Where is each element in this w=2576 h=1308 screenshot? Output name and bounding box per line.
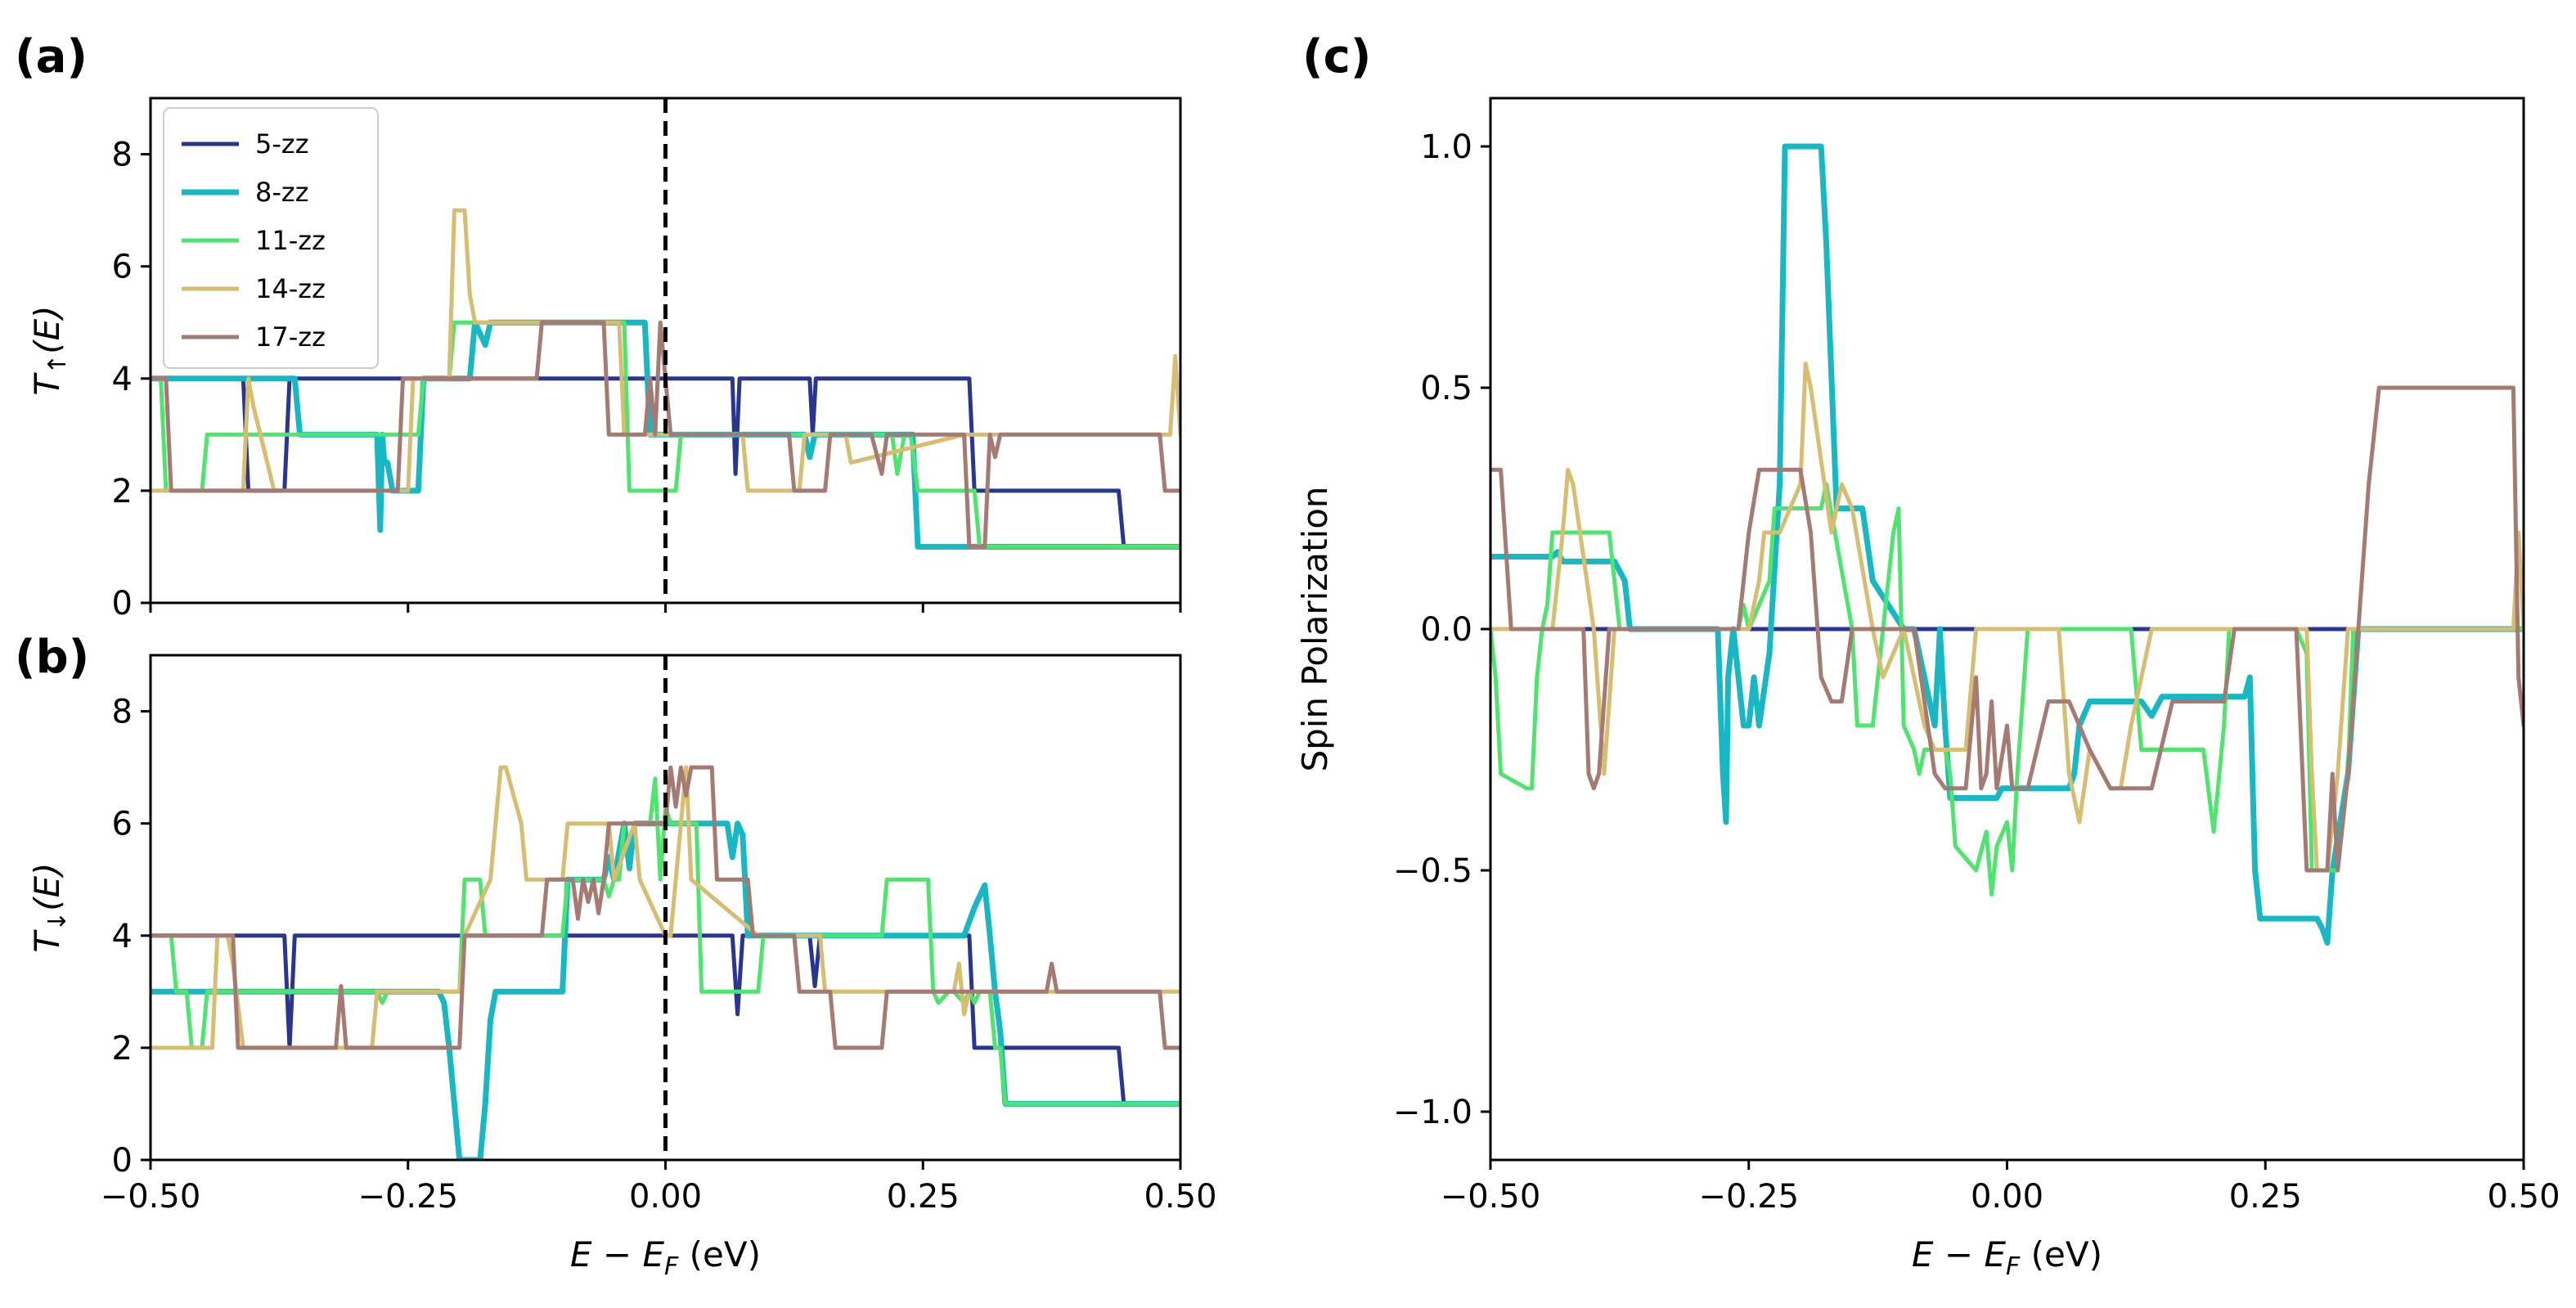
y-tick-label: −1.0 — [1393, 1094, 1472, 1131]
x-tick-label: −0.50 — [1441, 1178, 1541, 1216]
x-tick-label: −0.25 — [357, 1178, 458, 1216]
series-line-17-zz — [151, 320, 1180, 549]
series-line-5-zz — [151, 376, 1180, 549]
y-tick-label: 4 — [112, 918, 133, 955]
x-tick-label: −0.50 — [101, 1178, 201, 1216]
y-tick-label: 8 — [112, 137, 133, 174]
x-tick-label: 0.00 — [1971, 1178, 2043, 1216]
x-tick-label: −0.25 — [1698, 1178, 1799, 1216]
series-line-17-zz — [1490, 385, 2524, 873]
panel-label: (c) — [1302, 30, 1371, 83]
series-line-17-zz — [151, 765, 1180, 1050]
plot-area — [151, 208, 1180, 550]
plot-area — [1490, 143, 2524, 946]
y-axis-label: Spin Polarization — [1295, 486, 1335, 771]
legend-label-8-zz: 8-zz — [255, 177, 309, 208]
x-axis-label: E − EF (eV) — [570, 1234, 761, 1281]
panel-b: (b) −0.50 −0.25 0.00 0.25 0.50 0 2 4 6 8 E − EF (eV… — [15, 631, 1217, 1281]
y-tick-label: 8 — [112, 694, 133, 731]
panel-label: (b) — [15, 631, 89, 684]
y-tick-label: 0 — [112, 1142, 133, 1180]
y-tick-label: 6 — [112, 806, 133, 843]
y-tick-label: 2 — [112, 473, 133, 510]
x-tick-label: 0.50 — [2487, 1178, 2560, 1216]
panel-c: (c) −0.50 −0.25 0.00 0.25 0.50 −1.0 −0.5 0.0 0.5 1… — [1295, 30, 2560, 1281]
y-axis-label: T↑(E) — [27, 305, 72, 395]
y-tick-label: −0.5 — [1393, 852, 1472, 890]
series-line-14-zz — [151, 208, 1180, 493]
series-line-11-zz — [1490, 482, 2524, 897]
y-tick-label: 0.0 — [1420, 611, 1472, 649]
y-tick-label: 0.5 — [1420, 370, 1472, 407]
legend-box — [163, 107, 379, 369]
y-tick-label: 6 — [112, 249, 133, 286]
x-tick-label: 0.25 — [887, 1178, 960, 1216]
legend-label-17-zz: 17-zz — [255, 321, 326, 353]
panel-label: (a) — [15, 30, 88, 83]
y-tick-label: 4 — [112, 361, 133, 398]
legend-label-11-zz: 11-zz — [255, 225, 326, 256]
panel-a: (a) 0 2 4 6 8 T↑(E) 5-zz 8-zz 11-zz 14-zz 17-zz — [15, 30, 1182, 623]
x-tick-label: 0.50 — [1144, 1178, 1216, 1216]
y-axis-label: T↓(E) — [27, 862, 72, 952]
y-tick-label: 2 — [112, 1030, 133, 1068]
legend-label-5-zz: 5-zz — [255, 128, 309, 160]
legend: 5-zz 8-zz 11-zz 14-zz 17-zz — [163, 107, 379, 369]
y-tick-label: 1.0 — [1420, 128, 1472, 166]
legend-label-14-zz: 14-zz — [255, 273, 326, 304]
x-tick-label: 0.25 — [2229, 1178, 2302, 1216]
x-tick-label: 0.00 — [629, 1178, 702, 1216]
series-line-14-zz — [1490, 362, 2524, 873]
series-line-8-zz — [151, 820, 1180, 1160]
y-tick-label: 0 — [112, 585, 133, 623]
x-axis-label: E − EF (eV) — [1912, 1234, 2102, 1281]
plot-area — [151, 765, 1180, 1160]
